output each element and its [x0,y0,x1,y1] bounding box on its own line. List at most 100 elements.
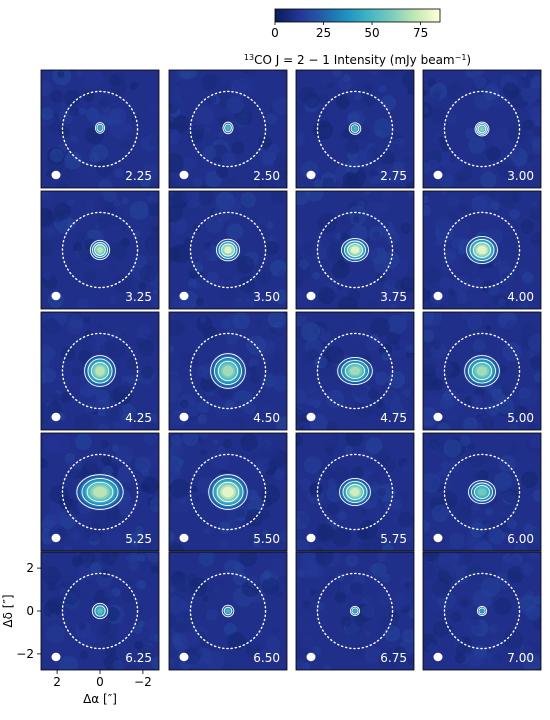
noise-blob [205,609,218,622]
noise-blob [151,656,159,670]
velocity-label: 5.75 [380,532,407,546]
y-axis-label-main: Δδ [ [1,604,15,628]
channel-panel: 2.50 [168,69,288,189]
noise-blob [507,141,521,155]
beam-ellipse [433,170,443,180]
noise-blob [340,232,349,241]
noise-blob [533,125,541,137]
noise-blob [386,331,401,346]
emission-layer [224,246,232,254]
noise-blob [81,335,96,351]
noise-blob [423,563,437,580]
noise-blob [219,283,238,302]
noise-blob [394,645,407,658]
noise-blob [296,660,307,670]
noise-blob [100,552,118,566]
noise-blob [169,206,178,220]
noise-blob [370,509,381,519]
noise-blob [485,507,493,516]
noise-blob [382,389,400,407]
noise-blob [370,317,390,338]
noise-blob [78,622,86,630]
noise-blob [370,70,380,75]
noise-blob [149,497,159,513]
noise-blob [450,552,459,561]
noise-blob [47,582,57,592]
noise-blob [97,179,113,188]
noise-blob [446,114,458,125]
noise-blob [275,70,287,76]
noise-blob [468,450,486,468]
noise-blob [522,272,534,284]
noise-blob [182,156,197,171]
intensity-contour [86,481,114,503]
noise-blob [197,437,204,444]
noise-blob [106,338,126,359]
noise-blob [461,312,472,321]
noise-blob [347,112,360,125]
noise-blob [219,521,232,534]
noise-blob [138,339,155,357]
noise-blob [242,401,256,415]
noise-blob [302,600,311,609]
noise-blob [401,461,414,475]
noise-blob [227,631,246,651]
noise-blob [121,588,136,603]
noise-blob [408,609,414,619]
noise-blob [495,70,508,77]
panel-frame [40,69,160,189]
panel-frame [422,69,542,189]
noise-blob [401,628,414,644]
colorbar-gradient [274,8,441,23]
noise-blob [261,577,280,595]
channel-panel: 6.75 [295,551,415,671]
dotted-reference-circle [443,332,521,410]
noise-blob [376,552,387,562]
noise-blob [424,266,442,284]
beam-ellipse [51,291,61,301]
noise-blob [514,543,528,551]
noise-blob [345,554,359,568]
noise-blob [306,191,324,202]
noise-blob [331,527,352,548]
noise-blob [463,617,482,636]
noise-blob [475,70,485,76]
dotted-reference-circle [316,453,394,531]
velocity-label: 4.25 [125,411,152,425]
noise-blob [189,601,209,621]
noise-blob [379,176,386,184]
noise-blob [326,421,338,430]
x-axis-label-close: ] [112,692,117,706]
noise-blob [298,259,309,270]
noise-blob [493,472,513,492]
noise-blob [47,236,62,250]
noise-blob [343,74,351,82]
noise-blob [267,558,286,577]
noise-blob [529,355,541,370]
dotted-reference-circle [61,453,139,531]
dotted-reference-circle [189,332,267,410]
x-tick-label: 0 [96,675,104,689]
noise-blob [247,366,256,375]
noise-blob [41,360,50,371]
noise-blob [296,613,315,632]
noise-blob [50,433,71,454]
noise-blob [83,70,103,89]
noise-blob [445,257,454,266]
noise-blob [367,388,379,400]
noise-blob [178,105,187,113]
noise-blob [430,106,448,124]
noise-blob [203,527,211,535]
intensity-contour [223,606,233,616]
intensity-contour [215,238,241,262]
noise-blob [169,178,177,188]
noise-blob [518,595,537,613]
noise-blob [493,597,512,616]
noise-blob [252,539,262,548]
noise-blob [219,318,231,329]
noise-blob [511,191,522,202]
noise-blob [481,164,492,175]
noise-blob [312,271,321,280]
noise-blob [445,480,455,491]
noise-blob [480,577,501,598]
